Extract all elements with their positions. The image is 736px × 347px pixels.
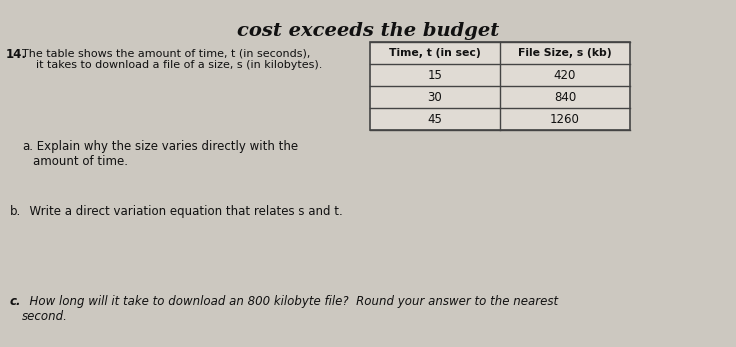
Text: 420: 420 xyxy=(553,68,576,82)
Text: it takes to download a file of a size, s (in kilobytes).: it takes to download a file of a size, s… xyxy=(22,60,322,70)
Text: Write a direct variation equation that relates s and t.: Write a direct variation equation that r… xyxy=(22,205,343,218)
Bar xyxy=(370,42,630,130)
Text: 15: 15 xyxy=(428,68,442,82)
Text: c.: c. xyxy=(10,295,21,308)
Text: The table shows the amount of time, t (in seconds),: The table shows the amount of time, t (i… xyxy=(22,48,311,58)
Text: 14.: 14. xyxy=(6,48,27,61)
Text: File Size, s (kb): File Size, s (kb) xyxy=(518,48,612,58)
Text: b.: b. xyxy=(10,205,21,218)
Text: Explain why the size varies directly with the
amount of time.: Explain why the size varies directly wit… xyxy=(33,140,298,168)
Text: cost exceeds the budget: cost exceeds the budget xyxy=(237,22,499,40)
Text: Time, t (in sec): Time, t (in sec) xyxy=(389,48,481,58)
Text: 840: 840 xyxy=(554,91,576,103)
Text: 30: 30 xyxy=(428,91,442,103)
Text: How long will it take to download an 800 kilobyte file?  Round your answer to th: How long will it take to download an 800… xyxy=(22,295,558,323)
Text: 1260: 1260 xyxy=(550,112,580,126)
Text: a.: a. xyxy=(22,140,33,153)
Text: 45: 45 xyxy=(428,112,442,126)
